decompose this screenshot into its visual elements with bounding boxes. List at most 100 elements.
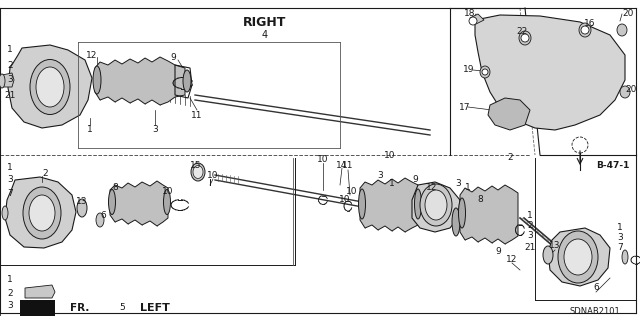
- Text: 22: 22: [516, 27, 527, 36]
- Ellipse shape: [622, 250, 628, 264]
- Text: 3: 3: [152, 125, 158, 135]
- Text: 10: 10: [317, 155, 329, 165]
- Ellipse shape: [579, 23, 591, 37]
- Ellipse shape: [0, 74, 5, 88]
- Text: 6: 6: [100, 211, 106, 219]
- Ellipse shape: [183, 70, 191, 92]
- Ellipse shape: [617, 24, 627, 36]
- Polygon shape: [548, 228, 610, 286]
- Ellipse shape: [2, 206, 8, 220]
- Text: 1: 1: [7, 164, 13, 173]
- Text: 2: 2: [7, 288, 13, 298]
- Text: 3: 3: [527, 232, 533, 241]
- Ellipse shape: [109, 189, 115, 214]
- Ellipse shape: [163, 189, 170, 214]
- Ellipse shape: [480, 66, 490, 78]
- Text: 7: 7: [617, 243, 623, 253]
- Text: 12: 12: [86, 50, 98, 60]
- Text: 9: 9: [412, 175, 418, 184]
- Text: 1: 1: [527, 211, 533, 219]
- Text: LEFT: LEFT: [140, 303, 170, 313]
- Text: 13: 13: [76, 197, 88, 206]
- Ellipse shape: [93, 66, 101, 94]
- Text: 18: 18: [464, 10, 476, 19]
- Ellipse shape: [77, 199, 87, 217]
- Text: 12: 12: [506, 256, 518, 264]
- Ellipse shape: [36, 67, 64, 107]
- Ellipse shape: [458, 198, 465, 228]
- Text: 7: 7: [7, 189, 13, 197]
- Text: 1: 1: [87, 125, 93, 135]
- Ellipse shape: [558, 231, 598, 283]
- Polygon shape: [95, 57, 185, 105]
- Ellipse shape: [191, 163, 205, 181]
- Circle shape: [572, 137, 588, 153]
- Text: 2: 2: [7, 61, 13, 70]
- Text: FR.: FR.: [70, 303, 90, 313]
- Text: 9: 9: [495, 248, 501, 256]
- Polygon shape: [360, 178, 418, 232]
- Text: 3: 3: [617, 234, 623, 242]
- Text: 21: 21: [4, 91, 16, 100]
- Polygon shape: [5, 177, 76, 248]
- Text: 15: 15: [190, 160, 202, 169]
- Text: 3: 3: [7, 76, 13, 85]
- Ellipse shape: [452, 208, 460, 236]
- Text: 1: 1: [465, 183, 471, 192]
- Ellipse shape: [30, 60, 70, 115]
- Polygon shape: [2, 73, 14, 87]
- Text: 1: 1: [389, 180, 395, 189]
- Text: SDNAB2101: SDNAB2101: [569, 308, 620, 316]
- Text: 10: 10: [346, 188, 358, 197]
- Text: 20: 20: [625, 85, 637, 94]
- Text: 12: 12: [426, 183, 438, 192]
- Polygon shape: [8, 45, 92, 128]
- Text: 10: 10: [384, 151, 396, 160]
- Text: B-47-1: B-47-1: [596, 160, 629, 169]
- Text: 3: 3: [7, 175, 13, 184]
- Text: 11: 11: [342, 160, 354, 169]
- Circle shape: [521, 34, 529, 42]
- Ellipse shape: [564, 239, 592, 275]
- Text: 9: 9: [170, 53, 176, 62]
- Ellipse shape: [420, 184, 452, 226]
- Text: 10: 10: [207, 170, 219, 180]
- Ellipse shape: [29, 195, 55, 231]
- Text: 4: 4: [262, 30, 268, 40]
- Ellipse shape: [425, 190, 447, 220]
- Text: 8: 8: [477, 196, 483, 204]
- Text: 3: 3: [455, 179, 461, 188]
- Circle shape: [469, 17, 477, 25]
- Polygon shape: [20, 300, 55, 316]
- Text: 6: 6: [593, 284, 599, 293]
- Text: 2: 2: [527, 220, 533, 229]
- Ellipse shape: [415, 189, 422, 219]
- Text: 2: 2: [507, 152, 513, 161]
- Ellipse shape: [543, 246, 553, 264]
- Text: 16: 16: [584, 19, 596, 27]
- Text: RIGHT: RIGHT: [243, 16, 287, 28]
- Text: 10: 10: [339, 196, 351, 204]
- Text: 19: 19: [463, 65, 475, 75]
- Polygon shape: [475, 15, 625, 130]
- Text: 1: 1: [617, 224, 623, 233]
- Polygon shape: [460, 185, 518, 244]
- Ellipse shape: [358, 189, 365, 219]
- Ellipse shape: [96, 213, 104, 227]
- Ellipse shape: [620, 86, 630, 98]
- Polygon shape: [110, 181, 168, 226]
- Ellipse shape: [193, 166, 203, 179]
- Polygon shape: [412, 182, 460, 232]
- Text: 13: 13: [549, 241, 561, 249]
- Text: 2: 2: [42, 168, 48, 177]
- Text: 3: 3: [7, 301, 13, 310]
- Polygon shape: [488, 98, 530, 130]
- Text: 11: 11: [191, 110, 203, 120]
- Text: 14: 14: [336, 160, 348, 169]
- Text: 20: 20: [622, 10, 634, 19]
- Text: 3: 3: [377, 172, 383, 181]
- Circle shape: [482, 69, 488, 75]
- Text: 5: 5: [119, 303, 125, 313]
- Polygon shape: [25, 285, 55, 298]
- Text: 10: 10: [163, 188, 173, 197]
